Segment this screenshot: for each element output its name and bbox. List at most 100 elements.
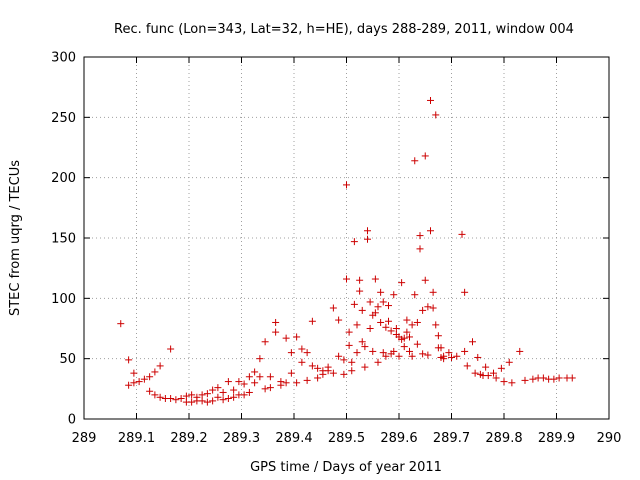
data-point bbox=[245, 388, 253, 396]
data-point bbox=[492, 374, 500, 382]
data-point bbox=[461, 288, 469, 296]
data-point bbox=[146, 373, 154, 381]
data-point bbox=[458, 230, 466, 238]
data-point bbox=[348, 367, 356, 375]
data-point bbox=[298, 345, 306, 353]
data-point bbox=[406, 347, 413, 355]
data-point bbox=[463, 362, 471, 370]
y-tick-label: 250 bbox=[51, 111, 76, 126]
x-tick-label: 289 bbox=[72, 431, 97, 446]
data-point bbox=[240, 391, 248, 399]
data-point bbox=[282, 334, 290, 342]
data-point bbox=[182, 392, 190, 400]
data-point bbox=[382, 323, 390, 331]
data-point bbox=[177, 394, 185, 402]
data-point bbox=[429, 304, 437, 312]
data-point bbox=[167, 394, 175, 402]
data-point bbox=[130, 369, 138, 377]
data-point bbox=[156, 393, 164, 401]
data-point bbox=[272, 328, 280, 336]
data-point bbox=[471, 369, 479, 377]
data-point bbox=[521, 376, 529, 384]
data-point bbox=[424, 303, 432, 311]
data-point bbox=[408, 321, 416, 329]
data-point bbox=[482, 363, 490, 371]
data-point bbox=[293, 333, 301, 341]
y-axis-label: STEC from uqrg / TECUs bbox=[8, 160, 23, 316]
data-point bbox=[382, 352, 390, 360]
data-point bbox=[135, 378, 143, 386]
data-point bbox=[421, 152, 429, 160]
data-point bbox=[421, 276, 429, 284]
data-point bbox=[411, 291, 419, 299]
data-point bbox=[245, 373, 253, 381]
data-point bbox=[500, 378, 508, 386]
y-tick-label: 50 bbox=[59, 352, 76, 367]
data-point bbox=[366, 298, 374, 306]
data-point bbox=[398, 279, 406, 287]
data-point bbox=[427, 227, 434, 235]
data-point bbox=[219, 396, 227, 404]
chart-title: Rec. func (Lon=343, Lat=32, h=HE), days … bbox=[114, 22, 574, 37]
data-point bbox=[453, 352, 461, 360]
data-point bbox=[235, 378, 243, 386]
data-point bbox=[345, 341, 353, 349]
data-point bbox=[356, 276, 364, 284]
axis-ticks bbox=[83, 56, 610, 420]
data-point bbox=[350, 300, 358, 308]
data-point bbox=[203, 390, 211, 398]
data-point bbox=[343, 275, 350, 283]
data-point bbox=[224, 394, 232, 402]
y-tick-labels: 0 50 100 150 200 250 300 bbox=[51, 51, 76, 428]
data-point bbox=[308, 362, 316, 370]
x-tick-label: 289.6 bbox=[380, 431, 417, 446]
data-point bbox=[335, 316, 343, 324]
data-point bbox=[497, 364, 505, 372]
data-point bbox=[369, 347, 377, 355]
data-point bbox=[374, 358, 382, 366]
data-point bbox=[364, 235, 371, 243]
data-point bbox=[329, 369, 337, 377]
data-point bbox=[214, 393, 222, 401]
data-point bbox=[314, 374, 322, 382]
y-tick-label: 200 bbox=[51, 171, 76, 186]
data-point bbox=[125, 356, 133, 364]
data-point bbox=[358, 338, 366, 346]
data-point bbox=[329, 304, 337, 312]
y-tick-label: 0 bbox=[68, 413, 76, 428]
data-point bbox=[387, 327, 395, 335]
data-point bbox=[371, 275, 379, 283]
data-point bbox=[350, 238, 358, 246]
data-point bbox=[151, 368, 159, 376]
x-tick-label: 289.1 bbox=[118, 431, 155, 446]
data-point bbox=[240, 380, 248, 388]
data-points bbox=[117, 96, 576, 406]
data-point bbox=[261, 385, 269, 393]
data-point bbox=[385, 302, 392, 310]
y-tick-label: 150 bbox=[51, 232, 76, 247]
data-point bbox=[130, 379, 138, 387]
data-point bbox=[432, 321, 440, 329]
data-point bbox=[214, 384, 222, 392]
data-point bbox=[230, 386, 238, 394]
data-point bbox=[266, 384, 274, 392]
data-point bbox=[550, 375, 558, 383]
data-point bbox=[440, 352, 448, 360]
data-point bbox=[445, 349, 453, 357]
data-point bbox=[230, 393, 238, 401]
data-point bbox=[469, 338, 476, 346]
data-point bbox=[385, 317, 392, 325]
data-point bbox=[400, 334, 408, 342]
x-tick-label: 289.4 bbox=[275, 431, 312, 446]
data-point bbox=[490, 369, 497, 377]
data-point bbox=[377, 318, 385, 326]
data-point bbox=[390, 347, 398, 355]
data-point bbox=[188, 391, 196, 399]
data-point bbox=[348, 358, 356, 366]
data-point bbox=[353, 321, 361, 329]
gridlines bbox=[84, 57, 609, 419]
data-point bbox=[516, 347, 524, 355]
data-point bbox=[340, 356, 348, 364]
data-point bbox=[125, 381, 133, 389]
